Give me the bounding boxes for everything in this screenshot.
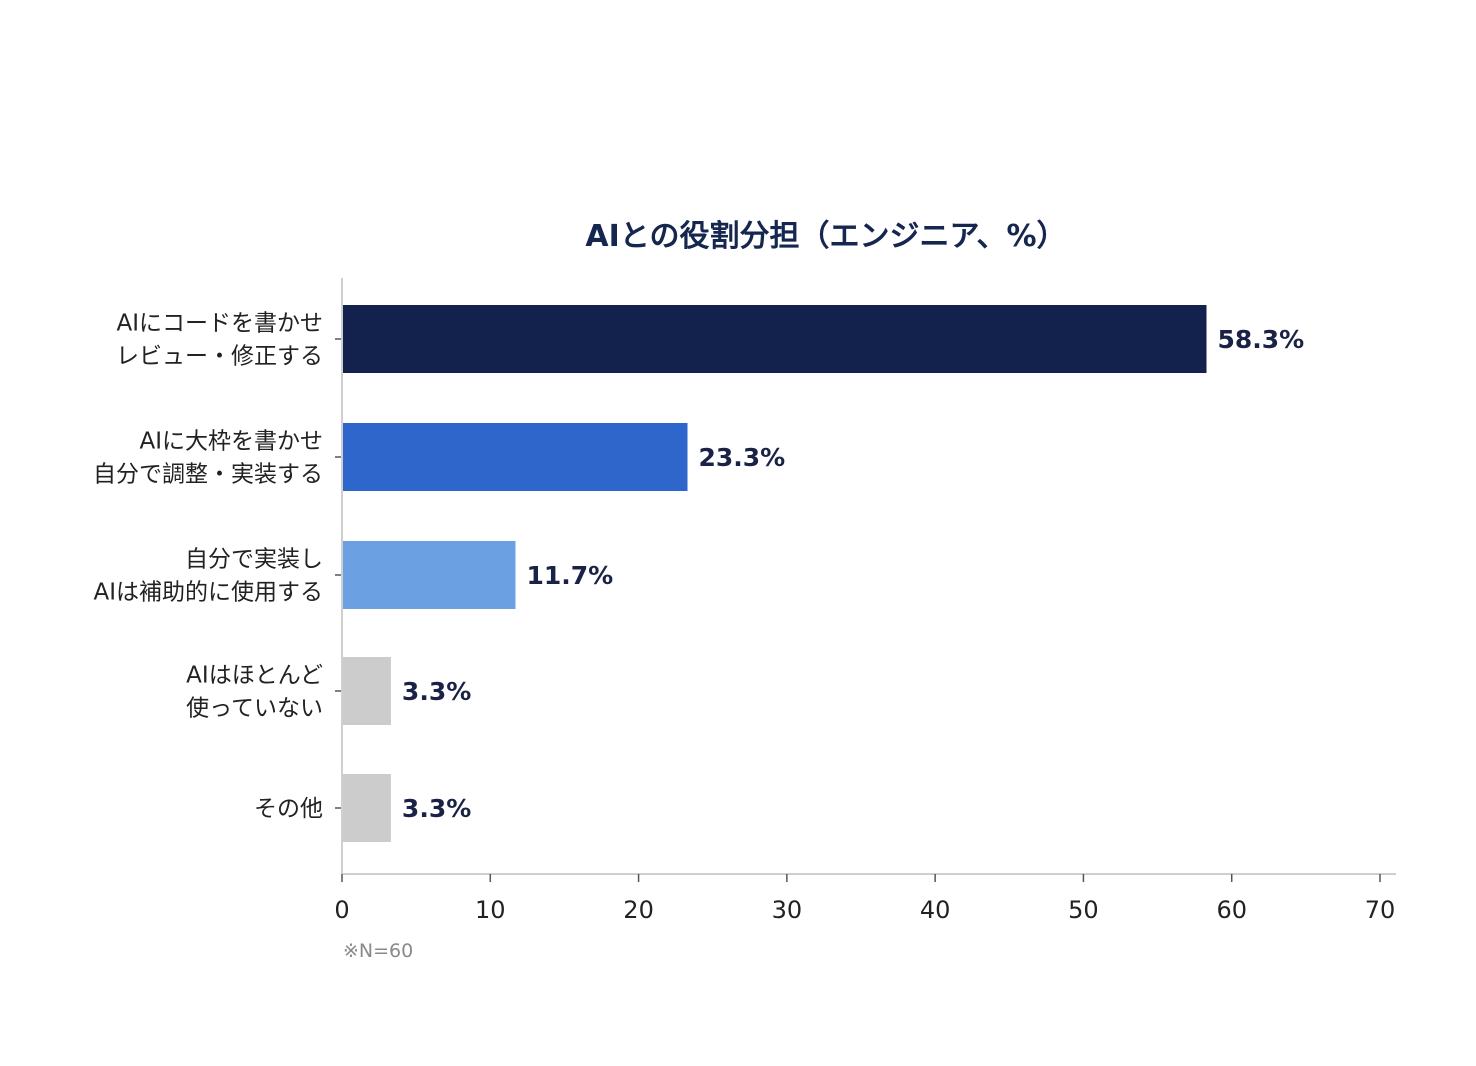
sample-size-note: ※N=60 bbox=[343, 940, 413, 962]
category-label-3-0: AIはほとんど bbox=[186, 663, 323, 689]
x-tick-label-1: 10 bbox=[475, 896, 506, 924]
category-label-0-0: AIにコードを書かせ bbox=[116, 311, 323, 337]
x-tick-label-7: 70 bbox=[1365, 896, 1396, 924]
axes: 0 10 20 30 40 50 60 70 bbox=[334, 278, 1396, 924]
category-label-1-1: 自分で調整・実装する bbox=[93, 462, 323, 488]
value-label-4: 3.3% bbox=[402, 794, 471, 823]
bar-1 bbox=[342, 423, 688, 491]
category-label-4-0: その他 bbox=[254, 796, 323, 822]
bar-4 bbox=[342, 774, 391, 842]
value-label-3: 3.3% bbox=[402, 677, 471, 706]
x-tick-label-2: 20 bbox=[623, 896, 654, 924]
category-label-2-1: AIは補助的に使用する bbox=[93, 580, 323, 606]
chart-title: AIとの役割分担（エンジニア、%） bbox=[585, 219, 1066, 254]
category-label-3-1: 使っていない bbox=[186, 696, 323, 722]
value-label-1: 23.3% bbox=[699, 443, 786, 472]
category-label-0-1: レビュー・修正する bbox=[116, 344, 323, 370]
x-tick-label-5: 50 bbox=[1068, 896, 1099, 924]
x-tick-label-0: 0 bbox=[334, 896, 349, 924]
x-tick-label-3: 30 bbox=[772, 896, 803, 924]
x-tick-label-6: 60 bbox=[1216, 896, 1247, 924]
value-labels: 58.3% 23.3% 11.7% 3.3% 3.3% bbox=[402, 325, 1304, 823]
x-tick-label-4: 40 bbox=[920, 896, 951, 924]
bar-3 bbox=[342, 657, 391, 725]
category-label-2-0: 自分で実装し bbox=[185, 547, 323, 573]
bar-0 bbox=[342, 305, 1207, 373]
bar-2 bbox=[342, 541, 516, 609]
value-label-2: 11.7% bbox=[526, 561, 613, 590]
bars-layer bbox=[342, 305, 1207, 842]
category-label-1-0: AIに大枠を書かせ bbox=[139, 429, 323, 455]
value-label-0: 58.3% bbox=[1218, 325, 1305, 354]
